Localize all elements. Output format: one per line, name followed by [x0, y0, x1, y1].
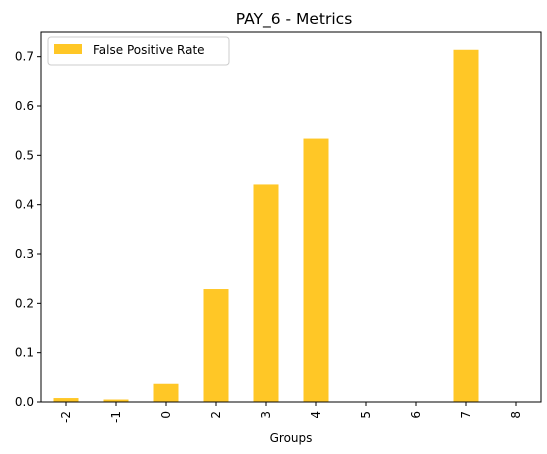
y-tick-label: 0.1: [15, 346, 34, 360]
y-tick-label: 0.4: [15, 198, 34, 212]
bar--1: [103, 399, 129, 402]
y-tick-label: 0.3: [15, 247, 34, 261]
y-axis: 0.0 0.1 0.2 0.3 0.4 0.5 0.6 0.7: [15, 50, 41, 409]
bar-0: [153, 383, 179, 402]
plot-area: [53, 49, 479, 402]
chart-title: PAY_6 - Metrics: [236, 10, 353, 29]
legend-box: [47, 36, 230, 66]
y-tick-label: 0.2: [15, 296, 34, 310]
x-tick-label: 6: [409, 411, 423, 419]
x-tick-label: -2: [59, 411, 73, 423]
legend-label: False Positive Rate: [93, 43, 205, 57]
bar-7: [453, 49, 479, 402]
bar-3: [253, 184, 279, 402]
x-axis: -2 -1 0 2 3 4 5 6 7 8: [59, 402, 523, 423]
axes-frame: [40, 31, 542, 403]
x-tick-label: 2: [209, 411, 223, 419]
x-tick-label: 3: [259, 411, 273, 419]
x-tick-label: 7: [459, 411, 473, 419]
x-axis-label: Groups: [270, 431, 313, 445]
x-tick-label: 4: [309, 411, 323, 419]
x-tick-label: 5: [359, 411, 373, 419]
x-tick-label: 0: [159, 411, 173, 419]
x-tick-label: 8: [509, 411, 523, 419]
y-tick-label: 0.6: [15, 99, 34, 113]
bar-2: [203, 289, 229, 402]
y-tick-label: 0.5: [15, 148, 34, 162]
bar-4: [303, 138, 329, 402]
bar--2: [53, 398, 79, 402]
legend: False Positive Rate: [47, 36, 230, 66]
x-tick-label: -1: [109, 411, 123, 423]
y-tick-label: 0.7: [15, 50, 34, 64]
legend-swatch: [54, 44, 82, 54]
y-tick-label: 0.0: [15, 395, 34, 409]
